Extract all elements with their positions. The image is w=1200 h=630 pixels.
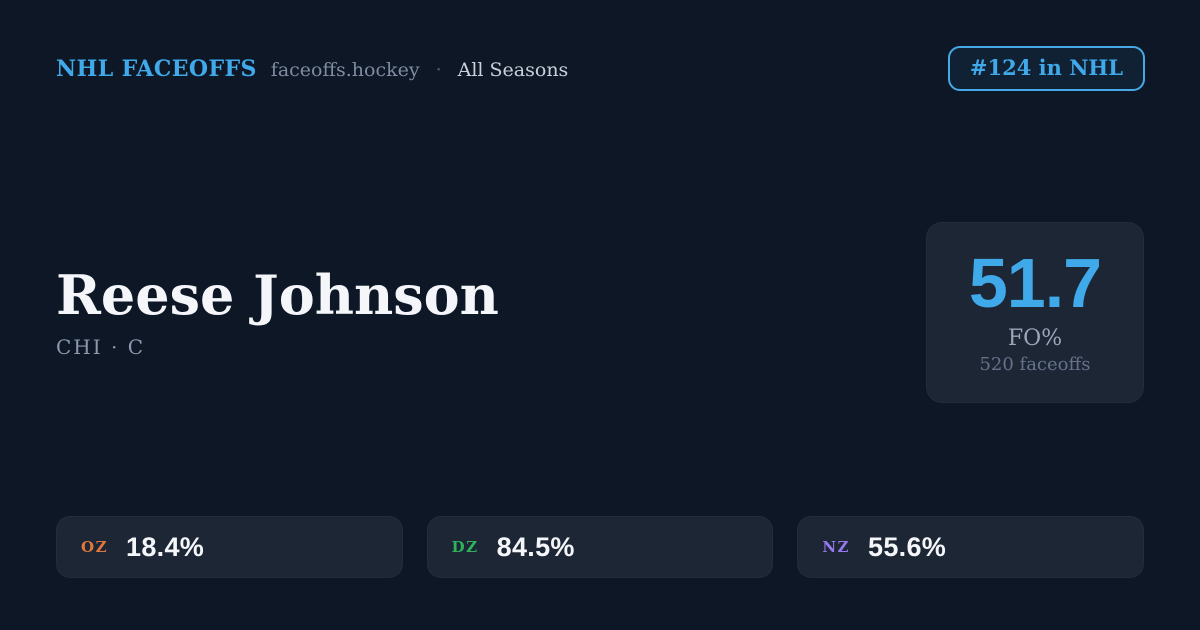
separator-dot: · bbox=[435, 58, 442, 81]
zone-value-nz: 55.6% bbox=[868, 531, 947, 562]
zone-chip-oz: OZ 18.4% bbox=[56, 516, 403, 578]
faceoff-summary-card: 51.7 FO% 520 faceoffs bbox=[926, 222, 1144, 403]
season-label: All Seasons bbox=[457, 58, 569, 81]
zone-value-oz: 18.4% bbox=[126, 531, 205, 562]
main-section: Reese Johnson CHI · C 51.7 FO% 520 faceo… bbox=[56, 222, 1144, 403]
header-left-group: NHL FACEOFFS faceoffs.hockey · All Seaso… bbox=[56, 56, 568, 82]
faceoff-pct-value: 51.7 bbox=[968, 244, 1102, 323]
header: NHL FACEOFFS faceoffs.hockey · All Seaso… bbox=[56, 46, 1145, 91]
brand-title: NHL FACEOFFS bbox=[56, 55, 257, 82]
zone-chip-nz: NZ 55.6% bbox=[797, 516, 1145, 578]
zone-code-oz: OZ bbox=[81, 538, 109, 556]
zone-code-dz: DZ bbox=[451, 538, 479, 556]
player-name: Reese Johnson bbox=[56, 263, 499, 328]
player-info: Reese Johnson CHI · C bbox=[56, 263, 499, 359]
zone-code-nz: NZ bbox=[822, 538, 851, 556]
zone-value-dz: 84.5% bbox=[496, 531, 575, 562]
zone-chip-dz: DZ 84.5% bbox=[426, 516, 774, 578]
faceoff-count: 520 faceoffs bbox=[979, 353, 1091, 375]
rank-badge[interactable]: #124 in NHL bbox=[947, 46, 1145, 91]
player-team-position: CHI · C bbox=[56, 334, 146, 359]
zone-stats-row: OZ 18.4% DZ 84.5% NZ 55.6% bbox=[56, 516, 1145, 578]
site-domain: faceoffs.hockey bbox=[270, 58, 420, 81]
faceoff-pct-label: FO% bbox=[1007, 325, 1063, 351]
